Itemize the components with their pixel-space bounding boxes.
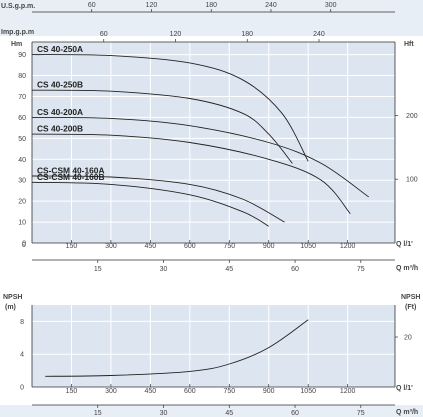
head-tick-20: 20 bbox=[18, 199, 26, 206]
q-m3h-tick-30: 30 bbox=[160, 266, 168, 273]
hft-tick-100: 100 bbox=[406, 177, 418, 184]
q-m3h-2-tick-75: 75 bbox=[357, 410, 365, 417]
q-lmin-tick-150: 150 bbox=[66, 243, 78, 250]
usgpm-label: U.S.g.p.m. bbox=[1, 3, 35, 10]
head-tick-10: 10 bbox=[18, 220, 26, 227]
top-axis-band bbox=[0, 0, 423, 36]
npsh-right-label: NPSH bbox=[401, 294, 420, 301]
q-m3h-2-tick-15: 15 bbox=[94, 410, 102, 417]
q-m3h-tick-15: 15 bbox=[94, 266, 102, 273]
q-m3h-tick-45: 45 bbox=[225, 266, 233, 273]
model-label-cs-40-250a: CS 40-250A bbox=[37, 44, 83, 54]
usgpm-tick-300: 300 bbox=[325, 2, 337, 9]
curve-cs-40-250a bbox=[31, 54, 309, 162]
npsh-tick-0: 0 bbox=[20, 385, 24, 392]
usgpm-tick-240: 240 bbox=[265, 2, 277, 9]
head-tick-0: 0 bbox=[22, 241, 26, 248]
impgpm-tick-180: 180 bbox=[241, 31, 253, 38]
q-lmin-2-tick-450: 450 bbox=[145, 388, 157, 395]
q-lmin-tick-900: 900 bbox=[263, 243, 275, 250]
q-lmin-2-tick-300: 300 bbox=[105, 388, 117, 395]
usgpm-tick-120: 120 bbox=[146, 2, 158, 9]
impgpm-tick-120: 120 bbox=[170, 31, 182, 38]
q-lmin-label: Q l/1' bbox=[396, 241, 413, 248]
hft-tick-200: 200 bbox=[406, 113, 418, 120]
model-label-cs-40-200b: CS 40-200B bbox=[37, 124, 83, 134]
head-tick-60: 60 bbox=[18, 115, 26, 122]
head-tick-30: 30 bbox=[18, 178, 26, 185]
model-label-cs-csm-40-160a: CS-CSM 40-160A bbox=[37, 166, 105, 176]
curve-cs-40-200a bbox=[31, 116, 369, 198]
npsh-ft-tick-20: 20 bbox=[404, 335, 412, 342]
q-lmin-tick-300: 300 bbox=[105, 243, 117, 250]
usgpm-tick-60: 60 bbox=[88, 2, 96, 9]
q-lmin-2-tick-150: 150 bbox=[66, 388, 78, 395]
q-m3h-tick-75: 75 bbox=[357, 266, 365, 273]
q-m3h-2-tick-30: 30 bbox=[160, 410, 168, 417]
tick-marks bbox=[71, 9, 398, 408]
q-lmin-tick-750: 750 bbox=[223, 243, 235, 250]
curve-cs-csm-40-160a bbox=[31, 175, 285, 223]
head-tick-90: 90 bbox=[18, 52, 26, 59]
q-lmin-2-tick-1200: 1200 bbox=[340, 388, 356, 395]
head-tick-40: 40 bbox=[18, 157, 26, 164]
impgpm-tick-60: 60 bbox=[100, 31, 108, 38]
q-lmin-tick-450: 450 bbox=[145, 243, 157, 250]
q-lmin-2-tick-600: 600 bbox=[184, 388, 196, 395]
curve-cs-csm-40-160b bbox=[31, 181, 269, 227]
model-labels: CS 40-250A CS 40-250B CS 40-200A CS 40-200B… bbox=[37, 44, 105, 182]
head-panel bbox=[32, 42, 395, 243]
q-m3h-label: Q m³/h bbox=[396, 265, 418, 272]
npsh-right-unit: (Ft) bbox=[405, 304, 416, 311]
npsh-panel bbox=[32, 305, 395, 387]
usgpm-tick-180: 180 bbox=[205, 2, 217, 9]
npsh-curve bbox=[45, 319, 309, 377]
q-lmin-2-label: Q l/1' bbox=[396, 385, 413, 392]
q-m3h-tick-60: 60 bbox=[291, 266, 299, 273]
head-tick-80: 80 bbox=[18, 73, 26, 80]
q-m3h-2-label: Q m³/h bbox=[396, 409, 418, 416]
curve-cs-40-250b bbox=[31, 89, 293, 164]
q-lmin-tick-600: 600 bbox=[184, 243, 196, 250]
npsh-left-label: NPSH bbox=[3, 294, 22, 301]
curve-cs-40-200b bbox=[31, 133, 351, 214]
head-tick-70: 70 bbox=[18, 94, 26, 101]
q-lmin-tick-1050: 1050 bbox=[300, 243, 316, 250]
q-lmin-2-tick-750: 750 bbox=[223, 388, 235, 395]
impgpm-tick-240: 240 bbox=[313, 31, 325, 38]
q-tick-0: 0 bbox=[22, 242, 26, 249]
head-right-label: Hft bbox=[404, 41, 414, 48]
model-label-cs-csm-40-160b: CS-CSM 40-160B bbox=[37, 172, 105, 182]
npsh-tick-8: 8 bbox=[20, 319, 24, 326]
model-label-cs-40-200a: CS 40-200A bbox=[37, 107, 83, 117]
bottom-axis-band bbox=[0, 405, 423, 417]
q-lmin-2-tick-1050: 1050 bbox=[300, 388, 316, 395]
npsh-grid bbox=[32, 305, 395, 387]
head-tick-50: 50 bbox=[18, 136, 26, 143]
q-lmin-tick-1200: 1200 bbox=[340, 243, 356, 250]
model-label-cs-40-250b: CS 40-250B bbox=[37, 80, 83, 90]
q-m3h-2-tick-60: 60 bbox=[291, 410, 299, 417]
q-m3h-2-tick-45: 45 bbox=[225, 410, 233, 417]
npsh-tick-4: 4 bbox=[20, 352, 24, 359]
performance-curves bbox=[31, 54, 369, 377]
impgpm-label: Imp.g.p.m bbox=[1, 29, 34, 36]
npsh-left-unit: (m) bbox=[5, 304, 16, 311]
head-left-label: Hm bbox=[11, 41, 22, 48]
q-lmin-2-tick-900: 900 bbox=[263, 388, 275, 395]
